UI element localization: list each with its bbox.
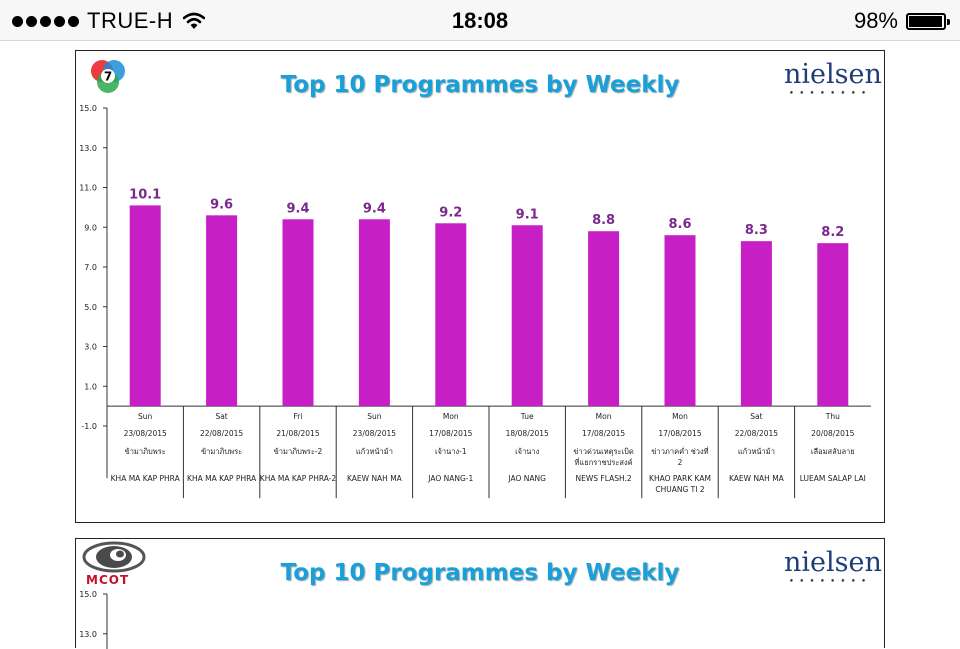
x-tick-thai: ข้ามาภิบพระ (201, 447, 242, 456)
x-tick-date: 23/08/2015 (353, 429, 396, 438)
x-tick-thai: แก้วหน้าม้า (356, 447, 393, 456)
y-tick-label: 3.0 (84, 343, 97, 352)
bar (588, 231, 620, 407)
x-tick-english: KHA MA KAP PHRA (111, 474, 181, 483)
x-tick-day: Mon (596, 412, 612, 421)
nielsen-logo-2: nielsen •••••••• (784, 547, 882, 587)
x-tick-date: 17/08/2015 (658, 429, 701, 438)
nielsen-logo-text-2: nielsen (784, 547, 882, 578)
signal-strength-icon (12, 15, 79, 27)
x-tick-day: Sun (138, 412, 153, 421)
bar (664, 235, 696, 407)
y-tick-label: 11.0 (79, 184, 97, 193)
nielsen-logo: nielsen •••••••• (784, 59, 882, 99)
y-tick-label: 15.0 (79, 590, 97, 599)
x-tick-english: CHUANG TI 2 (655, 485, 704, 494)
battery-percent: 98% (853, 8, 898, 33)
bar (817, 243, 849, 407)
x-tick-date: 17/08/2015 (429, 429, 472, 438)
bar-value-label: 10.1 (129, 187, 161, 202)
x-tick-thai: 2 (678, 458, 683, 467)
x-tick-thai: เจ้านาง (515, 447, 540, 456)
x-tick-day: Mon (672, 412, 688, 421)
bar-value-label: 8.8 (592, 213, 615, 228)
battery-icon (906, 12, 950, 30)
y-tick-label: 13.0 (79, 144, 97, 153)
bar-value-label: 9.4 (363, 201, 386, 216)
x-tick-day: Sat (750, 412, 762, 421)
channel-7-logo: 7 (91, 60, 125, 93)
bar-value-label: 9.6 (210, 197, 233, 212)
y-tick-label: 15.0 (79, 104, 97, 113)
x-tick-day: Mon (443, 412, 459, 421)
x-tick-day: Sat (215, 412, 227, 421)
x-tick-thai: ที่แยกราชประสงค์ (574, 457, 632, 467)
bar (358, 219, 390, 407)
bar-value-label: 8.6 (668, 217, 691, 232)
mcot-logo-text: MCOT (86, 573, 130, 587)
y-tick-label: 13.0 (79, 630, 97, 639)
status-bar: TRUE-H 18:08 98% (0, 0, 960, 41)
y-tick-label: 1.0 (84, 382, 97, 391)
x-tick-english: KHA MA KAP PHRA-2 (260, 474, 337, 483)
wifi-icon (183, 12, 206, 29)
bar (282, 219, 314, 407)
carrier-name: TRUE-H (87, 8, 174, 33)
x-tick-english: KHA MA KAP PHRA (187, 474, 257, 483)
x-tick-thai: เลือมสลับลาย (811, 447, 855, 456)
bar-chart-2: 15.0 13.0 (79, 590, 108, 649)
x-tick-date: 22/08/2015 (735, 429, 778, 438)
x-tick-thai: ข่าวด่วนเหตุระเบิด (573, 447, 634, 456)
mcot-logo: MCOT (80, 541, 150, 591)
status-left: TRUE-H (12, 8, 206, 34)
status-right: 98% (853, 8, 950, 34)
bar (740, 241, 772, 407)
y-tick-label: 5.0 (84, 303, 97, 312)
x-tick-day: Thu (825, 412, 840, 421)
bar (206, 215, 238, 407)
bar (511, 225, 543, 407)
bar-value-label: 9.2 (439, 205, 462, 220)
x-tick-english: NEWS FLASH.2 (576, 474, 632, 483)
x-tick-thai: ข่าวภาคค่ำ ช่วงที่ (651, 446, 708, 456)
chart-panel-mcot: MCOT Top 10 Programmes by Weekly nielsen… (75, 538, 885, 649)
bar (435, 223, 467, 407)
bar-value-label: 9.1 (516, 207, 539, 222)
bar-chart: 15.0 13.0 11.0 9.0 7.0 5.0 3.0 1.0 -1.0 10.1 Sun 23… (79, 104, 871, 499)
x-tick-day: Sun (367, 412, 382, 421)
x-tick-date: 18/08/2015 (506, 429, 549, 438)
x-tick-english: KAEW NAH MA (347, 474, 403, 483)
y-tick-label: 9.0 (84, 223, 97, 232)
x-tick-thai: ข้ามาภิบพระ-2 (274, 447, 323, 456)
x-tick-english: KHAO PARK KAM (649, 474, 711, 483)
bar-value-label: 9.4 (286, 201, 309, 216)
x-tick-date: 23/08/2015 (124, 429, 167, 438)
x-tick-english: LUEAM SALAP LAI (800, 474, 866, 483)
x-tick-date: 17/08/2015 (582, 429, 625, 438)
channel-logo-text: 7 (104, 70, 112, 84)
x-tick-english: JAO NANG (507, 474, 546, 483)
x-tick-date: 21/08/2015 (276, 429, 319, 438)
chart-title: Top 10 Programmes by Weekly (280, 72, 680, 98)
status-time: 18:08 (451, 8, 509, 33)
x-tick-date: 22/08/2015 (200, 429, 243, 438)
bar-value-label: 8.3 (745, 223, 768, 238)
x-tick-english: JAO NANG-1 (427, 474, 473, 483)
bar-value-label: 8.2 (821, 225, 844, 240)
y-tick-label: -1.0 (81, 422, 97, 431)
x-tick-date: 20/08/2015 (811, 429, 854, 438)
chart-title-2: Top 10 Programmes by Weekly (280, 560, 680, 586)
chart-panel-ch7: 7 Top 10 Programmes by Weekly nielsen ••… (75, 50, 885, 523)
x-tick-day: Tue (520, 412, 534, 421)
x-tick-day: Fri (294, 412, 303, 421)
x-tick-english: KAEW NAH MA (729, 474, 785, 483)
x-tick-thai: ข้ามาภิบพระ (125, 447, 166, 456)
y-tick-label: 7.0 (84, 263, 97, 272)
x-tick-thai: แก้วหน้าม้า (738, 447, 775, 456)
bar (129, 205, 161, 407)
x-tick-thai: เจ้านาง-1 (435, 447, 467, 456)
nielsen-logo-text: nielsen (784, 59, 882, 90)
